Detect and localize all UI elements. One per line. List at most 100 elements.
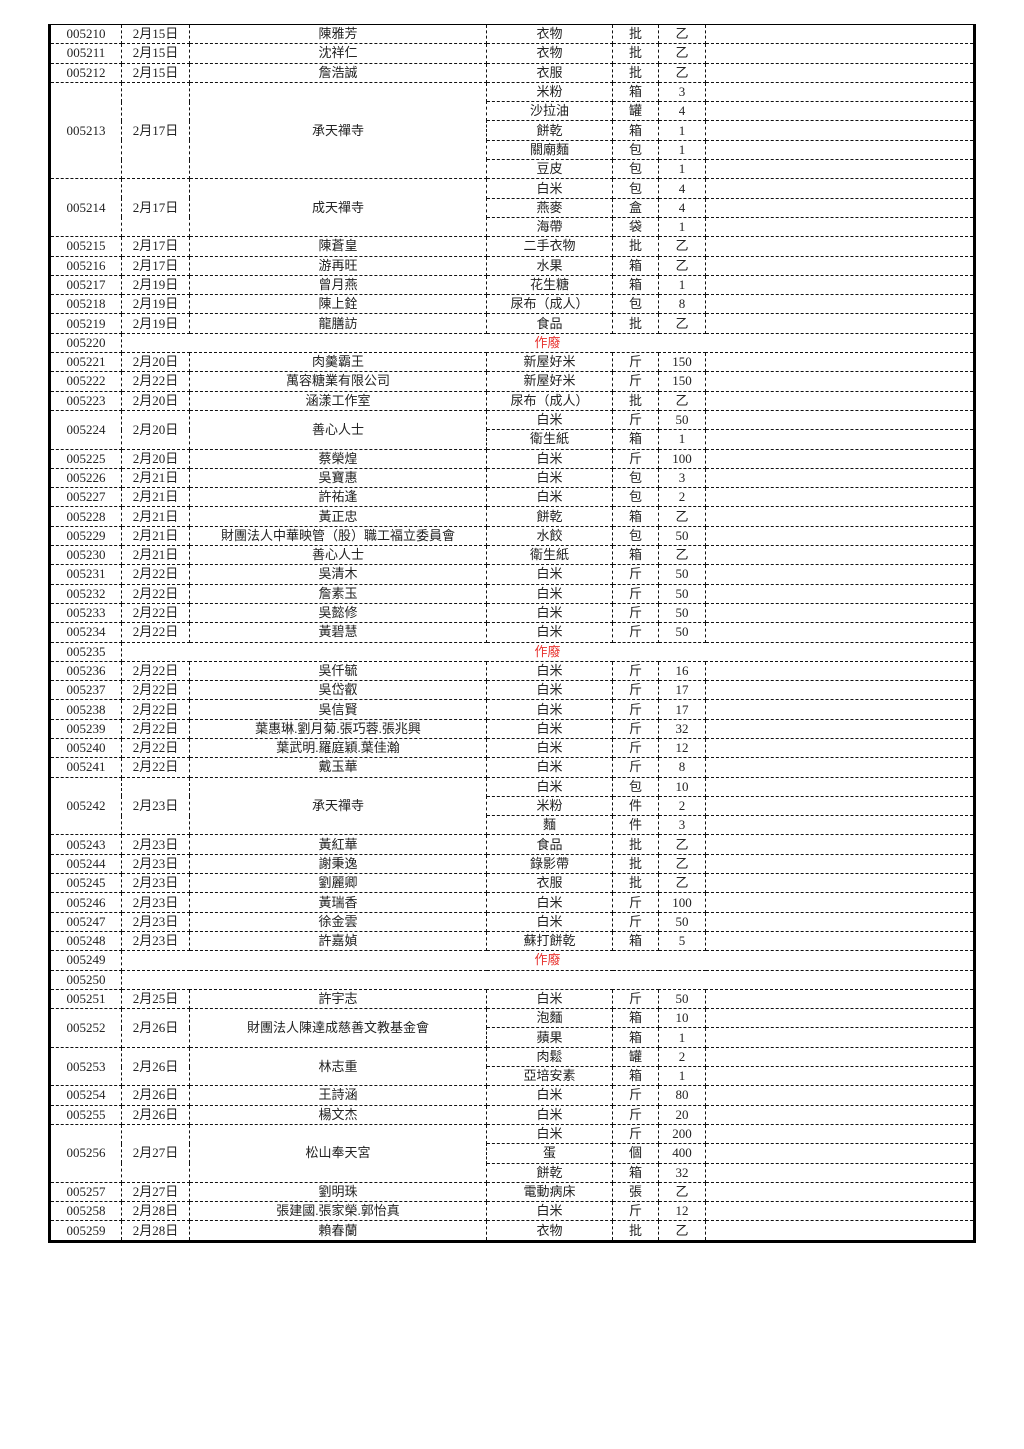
record-date: 2月20日 bbox=[121, 390, 190, 411]
remarks-cell bbox=[705, 216, 975, 238]
item-quantity: 10 bbox=[658, 776, 706, 797]
item-name: 水果 bbox=[486, 255, 613, 276]
record-date: 2月23日 bbox=[121, 776, 190, 836]
remarks-cell bbox=[705, 390, 975, 411]
remarks-cell bbox=[705, 892, 975, 913]
item-unit: 包 bbox=[612, 294, 659, 315]
record-id: 005212 bbox=[49, 62, 122, 83]
item-name: 白米 bbox=[486, 622, 613, 643]
item-unit: 箱 bbox=[612, 429, 659, 450]
item-quantity: 5 bbox=[658, 930, 706, 952]
record-date: 2月23日 bbox=[121, 873, 190, 894]
remarks-cell bbox=[705, 1085, 975, 1106]
item-name: 米粉 bbox=[486, 795, 613, 817]
donor-name: 陳雅芳 bbox=[189, 23, 487, 45]
item-name: 二手衣物 bbox=[486, 236, 613, 257]
donor-name: 葉武明.羅庭穎.葉佳瀚 bbox=[189, 737, 487, 759]
record-id: 005237 bbox=[49, 680, 122, 701]
record-id: 005226 bbox=[49, 467, 122, 489]
record-id: 005254 bbox=[49, 1085, 122, 1106]
donor-name: 肉羹霸王 bbox=[189, 352, 487, 373]
record-date: 2月19日 bbox=[121, 313, 190, 334]
item-quantity: 2 bbox=[658, 795, 706, 817]
item-unit: 箱 bbox=[612, 255, 659, 276]
item-quantity: 乙 bbox=[658, 23, 706, 45]
item-name: 食品 bbox=[486, 834, 613, 855]
void-label: 作廢 bbox=[121, 332, 975, 354]
record-date: 2月15日 bbox=[121, 43, 190, 64]
record-row: 005213 2月17日 承天禪寺 米粉箱 3 bbox=[49, 81, 975, 180]
item-quantity: 乙 bbox=[658, 236, 706, 257]
void-label: 作廢 bbox=[121, 950, 975, 971]
remarks-cell bbox=[705, 1143, 975, 1164]
item-unit: 斤 bbox=[612, 988, 659, 1010]
record-id: 005253 bbox=[49, 1046, 122, 1087]
remarks-cell bbox=[705, 487, 975, 508]
item-name: 白米 bbox=[486, 776, 613, 797]
record-date: 2月20日 bbox=[121, 448, 190, 469]
item-name: 白米 bbox=[486, 1123, 613, 1145]
item-name: 蘇打餅乾 bbox=[486, 930, 613, 952]
remarks-cell bbox=[705, 737, 975, 759]
record-date: 2月23日 bbox=[121, 911, 190, 932]
record-date: 2月21日 bbox=[121, 467, 190, 489]
empty-cell bbox=[121, 969, 975, 990]
item-quantity: 50 bbox=[658, 583, 706, 604]
remarks-cell bbox=[705, 62, 975, 83]
item-unit: 批 bbox=[612, 873, 659, 894]
item-unit: 包 bbox=[612, 139, 659, 161]
donor-name: 吳岱叡 bbox=[189, 680, 487, 701]
remarks-cell bbox=[705, 930, 975, 952]
item-name: 衣服 bbox=[486, 62, 613, 83]
record-id: 005225 bbox=[49, 448, 122, 469]
donor-name: 承天禪寺 bbox=[189, 81, 487, 180]
record-date: 2月23日 bbox=[121, 834, 190, 855]
record-id: 005233 bbox=[49, 602, 122, 624]
remarks-cell bbox=[705, 409, 975, 431]
item-unit: 個 bbox=[612, 1143, 659, 1164]
item-unit: 包 bbox=[612, 467, 659, 489]
record-item-row: 蛋個 400 bbox=[50, 1143, 975, 1164]
remarks-cell bbox=[705, 815, 975, 836]
record-date: 2月19日 bbox=[121, 294, 190, 315]
record-item-row: 衛生紙箱 1 bbox=[50, 429, 975, 450]
record-date: 2月22日 bbox=[121, 757, 190, 778]
item-unit: 張 bbox=[612, 1181, 659, 1203]
item-quantity: 2 bbox=[658, 1046, 706, 1068]
record-id: 005211 bbox=[49, 43, 122, 64]
remarks-cell bbox=[705, 255, 975, 276]
voided-record-row: 005235 作廢 bbox=[49, 641, 975, 662]
record-row: 005214 2月17日 成天禪寺 白米包 4 bbox=[49, 178, 975, 238]
record-id: 005259 bbox=[49, 1220, 122, 1242]
donor-name: 黃正忠 bbox=[189, 506, 487, 527]
record-id: 005257 bbox=[49, 1181, 122, 1203]
item-unit: 箱 bbox=[612, 81, 659, 103]
item-name: 白米 bbox=[486, 178, 613, 199]
item-unit: 箱 bbox=[612, 506, 659, 527]
record-id: 005251 bbox=[49, 988, 122, 1010]
item-quantity: 乙 bbox=[658, 873, 706, 894]
item-name: 餅乾 bbox=[486, 506, 613, 527]
record-date: 2月22日 bbox=[121, 622, 190, 643]
record-row: 005238 2月22日 吳信賢 白米斤 17 bbox=[49, 699, 975, 720]
record-row: 005252 2月26日 財團法人陳達成慈善文教基金會 泡麵箱 10 bbox=[49, 1008, 975, 1048]
record-date: 2月21日 bbox=[121, 545, 190, 566]
item-unit: 斤 bbox=[612, 737, 659, 759]
remarks-cell bbox=[705, 776, 975, 797]
item-quantity: 12 bbox=[658, 1201, 706, 1222]
item-name: 白米 bbox=[486, 718, 613, 739]
remarks-cell bbox=[705, 660, 975, 682]
item-name: 新屋好米 bbox=[486, 352, 613, 373]
donor-name: 吳清木 bbox=[189, 564, 487, 585]
item-unit: 箱 bbox=[612, 1162, 659, 1183]
item-quantity: 1 bbox=[658, 274, 706, 296]
item-name: 衣物 bbox=[486, 1220, 613, 1242]
item-name: 白米 bbox=[486, 467, 613, 489]
remarks-cell bbox=[705, 525, 975, 547]
remarks-cell bbox=[705, 873, 975, 894]
item-name: 白米 bbox=[486, 448, 613, 469]
item-name: 白米 bbox=[486, 602, 613, 624]
item-name: 泡麵 bbox=[486, 1008, 613, 1029]
record-row: 005217 2月19日 曾月燕 花生糖箱 1 bbox=[49, 274, 975, 296]
voided-record-row: 005220 作廢 bbox=[49, 332, 975, 354]
